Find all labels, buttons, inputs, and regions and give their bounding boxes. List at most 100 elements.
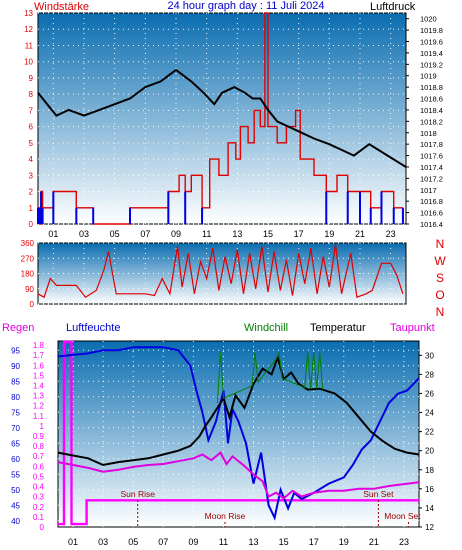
x-tick-label: 23 bbox=[399, 537, 409, 547]
temperature-tick-label: 14 bbox=[425, 504, 434, 513]
pressure-tick-label: 1019.6 bbox=[420, 38, 443, 47]
direction-tick-label: 180 bbox=[21, 270, 35, 279]
rain-tick-label: 0.8 bbox=[33, 442, 45, 451]
x-tick-label: 11 bbox=[219, 537, 228, 547]
x-tick-label: 01 bbox=[48, 229, 58, 239]
x-tick-label: 07 bbox=[158, 537, 168, 547]
x-tick-label: 03 bbox=[79, 229, 89, 239]
rain-tick-label: 0.1 bbox=[33, 513, 45, 522]
x-tick-label: 09 bbox=[188, 537, 198, 547]
rain-tick-label: 1.1 bbox=[33, 412, 45, 421]
wind-tick-label: 3 bbox=[29, 171, 34, 180]
pressure-tick-label: 1019 bbox=[420, 72, 437, 81]
x-tick-label: 19 bbox=[339, 537, 349, 547]
direction-tick-label: 360 bbox=[21, 239, 35, 248]
wind-tick-label: 11 bbox=[25, 41, 34, 50]
humidity-tick-label: 65 bbox=[11, 439, 20, 448]
compass-label: N bbox=[436, 305, 445, 319]
astro-annotation: Moon Set bbox=[384, 511, 421, 521]
compass-label: S bbox=[436, 271, 444, 285]
rain-tick-label: 1.8 bbox=[33, 341, 45, 350]
pressure-tick-label: 1020 bbox=[420, 15, 437, 24]
graph-title: 24 hour graph day : 11 Juli 2024 bbox=[168, 0, 325, 12]
compass-label: W bbox=[434, 254, 446, 268]
pressure-tick-label: 1018 bbox=[420, 129, 437, 138]
pressure-tick-label: 1017.8 bbox=[420, 140, 443, 149]
legend-dewpoint: Taupunkt bbox=[390, 322, 435, 334]
x-tick-label: 23 bbox=[386, 229, 396, 239]
rain-tick-label: 0.9 bbox=[33, 432, 45, 441]
pressure-tick-label: 1017.4 bbox=[420, 163, 443, 172]
x-tick-label: 03 bbox=[98, 537, 108, 547]
wind-tick-label: 0 bbox=[29, 220, 34, 229]
wind-tick-label: 4 bbox=[29, 155, 34, 164]
wind-tick-label: 10 bbox=[24, 58, 33, 67]
x-tick-label: 17 bbox=[294, 229, 304, 239]
x-tick-label: 13 bbox=[249, 537, 259, 547]
legend-humidity: Luftfeuchte bbox=[66, 322, 120, 334]
pressure-tick-label: 1018.2 bbox=[420, 117, 443, 126]
wind-axis-title: Windstärke bbox=[34, 1, 89, 13]
humidity-tick-label: 55 bbox=[11, 470, 20, 479]
pressure-tick-label: 1016.8 bbox=[420, 197, 443, 206]
pressure-tick-label: 1016.6 bbox=[420, 209, 443, 218]
temperature-tick-label: 28 bbox=[425, 370, 434, 379]
x-tick-label: 05 bbox=[110, 229, 120, 239]
pressure-tick-label: 1018.8 bbox=[420, 83, 443, 92]
rain-tick-label: 1.2 bbox=[33, 402, 45, 411]
rain-tick-label: 1.6 bbox=[33, 361, 45, 370]
humidity-tick-label: 85 bbox=[11, 377, 20, 386]
rain-tick-label: 0.2 bbox=[33, 503, 45, 512]
humidity-tick-label: 95 bbox=[11, 346, 20, 355]
humidity-tick-label: 40 bbox=[11, 517, 20, 526]
humidity-series-line bbox=[57, 346, 420, 521]
humidity-tick-label: 70 bbox=[11, 424, 20, 433]
x-tick-label: 13 bbox=[232, 229, 242, 239]
x-tick-label: 15 bbox=[279, 537, 289, 547]
wind-tick-label: 8 bbox=[29, 90, 34, 99]
x-tick-label: 11 bbox=[202, 229, 211, 239]
astro-annotation: Sun Set bbox=[363, 489, 394, 499]
pressure-tick-label: 1019.2 bbox=[420, 60, 443, 69]
rain-tick-label: 1.3 bbox=[33, 392, 45, 401]
pressure-tick-label: 1017.6 bbox=[420, 152, 443, 161]
x-tick-label: 09 bbox=[171, 229, 181, 239]
pressure-tick-label: 1016.4 bbox=[420, 220, 443, 229]
temperature-tick-label: 22 bbox=[425, 428, 434, 437]
wind-tick-label: 7 bbox=[29, 106, 34, 115]
rain-tick-label: 0.7 bbox=[33, 452, 45, 461]
x-tick-label: 21 bbox=[355, 229, 365, 239]
rain-tick-label: 1.7 bbox=[33, 351, 45, 360]
direction-tick-label: 270 bbox=[21, 254, 35, 263]
x-tick-label: 17 bbox=[309, 537, 319, 547]
pressure-tick-label: 1018.6 bbox=[420, 95, 443, 104]
temperature-tick-label: 30 bbox=[425, 351, 434, 360]
pressure-tick-label: 1018.4 bbox=[420, 106, 443, 115]
legend-temperature: Temperatur bbox=[310, 322, 366, 334]
wind-tick-label: 13 bbox=[24, 9, 33, 18]
pressure-tick-label: 1019.4 bbox=[420, 49, 443, 58]
temperature-tick-label: 16 bbox=[425, 485, 434, 494]
astro-annotation: Sun Rise bbox=[120, 489, 155, 499]
x-tick-label: 15 bbox=[263, 229, 273, 239]
pressure-axis-title: Luftdruck bbox=[370, 1, 416, 13]
x-tick-label: 05 bbox=[128, 537, 138, 547]
temperature-series-line bbox=[57, 353, 420, 467]
temperature-tick-label: 24 bbox=[425, 409, 434, 418]
rain-tick-label: 0.6 bbox=[33, 462, 45, 471]
temperature-tick-label: 20 bbox=[425, 447, 434, 456]
wind-tick-label: 9 bbox=[29, 74, 34, 83]
humidity-tick-label: 75 bbox=[11, 408, 20, 417]
humidity-tick-label: 90 bbox=[11, 362, 20, 371]
rain-tick-label: 0.4 bbox=[33, 483, 45, 492]
x-tick-label: 01 bbox=[68, 537, 78, 547]
temperature-tick-label: 12 bbox=[425, 523, 434, 532]
wind-tick-label: 12 bbox=[24, 25, 33, 34]
temperature-tick-label: 18 bbox=[425, 466, 434, 475]
rain-tick-label: 0.5 bbox=[33, 472, 45, 481]
x-tick-label: 07 bbox=[140, 229, 150, 239]
rain-tick-label: 0 bbox=[40, 523, 45, 532]
wind-direction-line bbox=[37, 244, 404, 299]
